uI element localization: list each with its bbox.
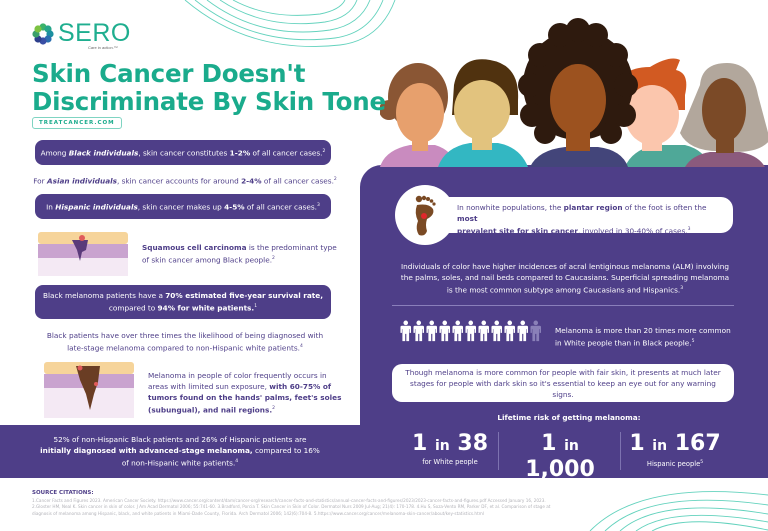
person-3	[518, 18, 638, 167]
person-icon	[465, 320, 477, 342]
foot-icon-circle	[395, 185, 455, 245]
sero-logo[interactable]: SERO	[32, 21, 131, 46]
person-icon-faded	[530, 320, 542, 342]
stat-black-individuals: Among Black individuals, skin cancer con…	[35, 140, 331, 165]
page-title: Skin Cancer Doesn't Discriminate By Skin…	[32, 59, 386, 116]
stat-hispanic-individuals: In Hispanic individuals, skin cancer mak…	[35, 194, 331, 219]
risk-separator	[620, 432, 621, 470]
sero-flower-icon	[32, 22, 54, 45]
citation-line: diagnosis of melanoma among Hispanic, bl…	[32, 510, 484, 516]
squamous-fact: Squamous cell carcinoma is the predomina…	[142, 243, 337, 265]
citation-line: 1.Cancer Facts and Figures 2023. America…	[32, 498, 546, 503]
warning-signs-fact: Though melanoma is more common for peopl…	[392, 364, 734, 402]
person-1	[380, 63, 458, 167]
risk-hispanic: 1 in 167 Hispanic people5	[629, 431, 721, 469]
citations-list: 1.Cancer Facts and Figures 2023. America…	[32, 498, 552, 517]
person-icon	[452, 320, 464, 342]
website-link[interactable]: TREATCANCER.COM	[32, 117, 122, 129]
citations-title: SOURCE CITATIONS:	[32, 490, 94, 496]
lifetime-risk-title: Lifetime risk of getting melanoma:	[497, 413, 641, 422]
survival-rate-fact: Black melanoma patients have a 70% estim…	[35, 285, 331, 319]
twenty-times-fact: Melanoma is more than 20 times more comm…	[555, 326, 731, 348]
person-2	[438, 59, 528, 167]
citation-line: 2.Gloster HM, Neal K. Skin cancer in ski…	[32, 504, 551, 510]
panel-divider	[392, 305, 734, 306]
risk-black: 1 in 1,000 for Black people	[525, 431, 595, 491]
people-figures	[400, 320, 542, 342]
melanoma-skin-illustration	[44, 362, 134, 418]
stat-asian-individuals: For Asian individuals, skin cancer accou…	[33, 176, 337, 186]
person-icon	[400, 320, 412, 342]
advanced-stage-fact: 52% of non-Hispanic Black patients and 2…	[40, 435, 320, 468]
person-icon	[439, 320, 451, 342]
person-icon	[517, 320, 529, 342]
risk-white: 1 in 38 for White people	[411, 431, 489, 467]
plantar-region-fact: In nonwhite populations, the plantar reg…	[425, 197, 733, 235]
alm-fact: Individuals of color have higher inciden…	[400, 262, 730, 295]
person-icon	[491, 320, 503, 342]
footprint-icon	[415, 195, 436, 236]
person-icon	[504, 320, 516, 342]
person-icon	[413, 320, 425, 342]
melanoma-color-fact: Melanoma in people of color frequently o…	[148, 371, 342, 415]
person-5	[680, 63, 768, 167]
brand-name: SERO	[58, 19, 131, 47]
squamous-skin-illustration	[38, 232, 128, 276]
diverse-people-illustration	[380, 18, 768, 167]
late-stage-fact: Black patients have over three times the…	[46, 331, 324, 353]
person-icon	[478, 320, 490, 342]
person-icon	[426, 320, 438, 342]
brand-tagline: Care in action.™	[88, 45, 118, 50]
person-4	[617, 58, 710, 167]
risk-separator	[498, 432, 499, 470]
bottom-band	[0, 425, 768, 478]
